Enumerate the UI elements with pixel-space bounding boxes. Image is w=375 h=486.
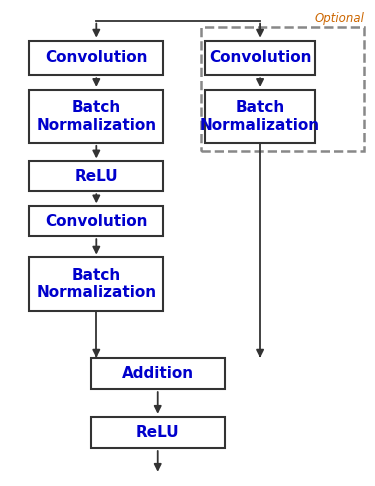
Text: Batch
Normalization: Batch Normalization (200, 100, 320, 133)
FancyBboxPatch shape (205, 40, 315, 75)
Text: Convolution: Convolution (45, 214, 147, 229)
FancyBboxPatch shape (205, 90, 315, 143)
Text: Optional: Optional (314, 12, 364, 25)
Text: Addition: Addition (122, 366, 194, 381)
FancyBboxPatch shape (91, 417, 225, 448)
Text: ReLU: ReLU (75, 169, 118, 184)
Text: Batch
Normalization: Batch Normalization (36, 100, 156, 133)
Text: Convolution: Convolution (209, 51, 311, 66)
FancyBboxPatch shape (29, 40, 163, 75)
Text: Convolution: Convolution (45, 51, 147, 66)
Text: Batch
Normalization: Batch Normalization (36, 268, 156, 300)
FancyBboxPatch shape (29, 161, 163, 191)
Text: ReLU: ReLU (136, 425, 180, 440)
FancyBboxPatch shape (29, 258, 163, 311)
FancyBboxPatch shape (29, 206, 163, 236)
FancyBboxPatch shape (29, 90, 163, 143)
FancyBboxPatch shape (91, 358, 225, 389)
